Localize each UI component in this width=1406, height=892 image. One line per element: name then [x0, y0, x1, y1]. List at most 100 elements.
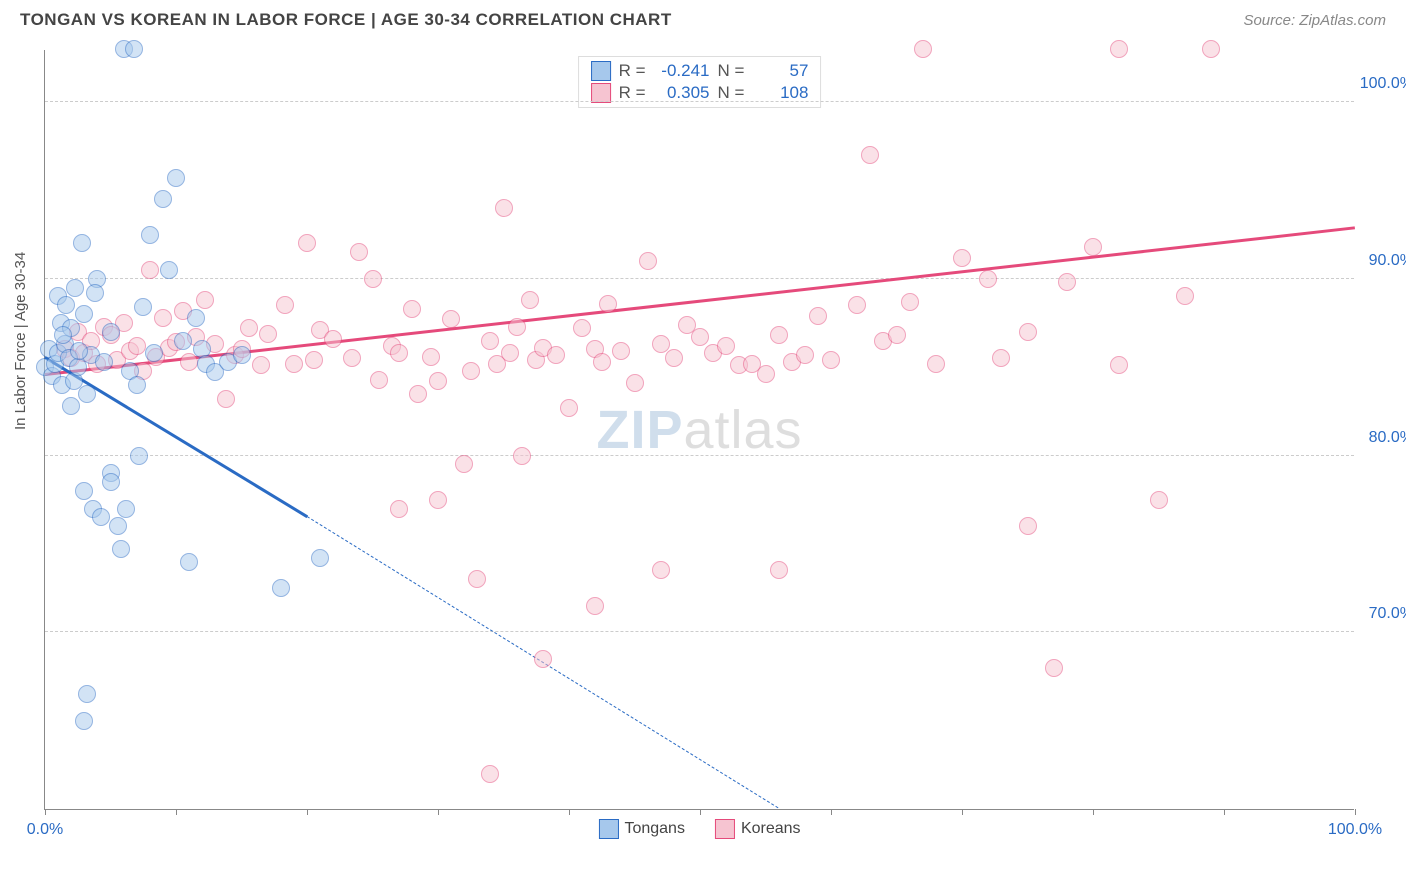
gridline [45, 101, 1354, 102]
data-point-koreans [350, 243, 368, 261]
data-point-koreans [442, 310, 460, 328]
data-point-tongans [125, 40, 143, 58]
data-point-koreans [652, 561, 670, 579]
data-point-koreans [298, 234, 316, 252]
x-tick-label: 100.0% [1328, 821, 1382, 839]
data-point-tongans [70, 342, 88, 360]
data-point-tongans [78, 685, 96, 703]
data-point-koreans [429, 491, 447, 509]
legend-swatch [715, 819, 735, 839]
data-point-tongans [167, 169, 185, 187]
data-point-koreans [364, 270, 382, 288]
x-tick [962, 809, 963, 815]
x-tick [45, 809, 46, 815]
data-point-koreans [513, 447, 531, 465]
data-point-koreans [612, 342, 630, 360]
x-tick [831, 809, 832, 815]
x-tick [307, 809, 308, 815]
legend-row: R =-0.241N =57 [591, 61, 809, 81]
data-point-koreans [217, 390, 235, 408]
x-tick [569, 809, 570, 815]
scatter-chart: ZIPatlas R =-0.241N =57R =0.305N =108 To… [44, 50, 1354, 810]
data-point-koreans [1202, 40, 1220, 58]
data-point-koreans [240, 319, 258, 337]
data-point-koreans [573, 319, 591, 337]
data-point-koreans [953, 249, 971, 267]
data-point-koreans [691, 328, 709, 346]
data-point-koreans [796, 346, 814, 364]
gridline [45, 631, 1354, 632]
data-point-koreans [992, 349, 1010, 367]
data-point-koreans [547, 346, 565, 364]
data-point-tongans [187, 309, 205, 327]
data-point-koreans [534, 650, 552, 668]
data-point-tongans [92, 508, 110, 526]
data-point-koreans [1150, 491, 1168, 509]
data-point-tongans [102, 473, 120, 491]
data-point-koreans [252, 356, 270, 374]
data-point-koreans [1058, 273, 1076, 291]
data-point-tongans [272, 579, 290, 597]
data-point-tongans [160, 261, 178, 279]
y-axis-label: In Labor Force | Age 30-34 [12, 252, 29, 430]
data-point-tongans [75, 482, 93, 500]
data-point-koreans [586, 597, 604, 615]
data-point-tongans [73, 234, 91, 252]
data-point-tongans [54, 326, 72, 344]
data-point-koreans [599, 295, 617, 313]
data-point-tongans [154, 190, 172, 208]
data-point-koreans [521, 291, 539, 309]
data-point-koreans [901, 293, 919, 311]
data-point-koreans [665, 349, 683, 367]
data-point-koreans [979, 270, 997, 288]
data-point-koreans [626, 374, 644, 392]
data-point-tongans [180, 553, 198, 571]
data-point-koreans [403, 300, 421, 318]
data-point-tongans [75, 305, 93, 323]
data-point-koreans [141, 261, 159, 279]
data-point-koreans [305, 351, 323, 369]
data-point-koreans [422, 348, 440, 366]
legend-item: Koreans [715, 819, 801, 839]
gridline [45, 278, 1354, 279]
data-point-koreans [861, 146, 879, 164]
data-point-koreans [848, 296, 866, 314]
data-point-koreans [1019, 323, 1037, 341]
gridline [45, 455, 1354, 456]
data-point-koreans [501, 344, 519, 362]
data-point-koreans [927, 355, 945, 373]
source-label: Source: ZipAtlas.com [1243, 12, 1386, 29]
data-point-tongans [57, 296, 75, 314]
data-point-koreans [1019, 517, 1037, 535]
y-tick-label: 100.0% [1360, 75, 1406, 93]
data-point-tongans [109, 517, 127, 535]
data-point-koreans [390, 344, 408, 362]
data-point-tongans [102, 323, 120, 341]
data-point-koreans [154, 309, 172, 327]
data-point-tongans [141, 226, 159, 244]
data-point-tongans [174, 332, 192, 350]
chart-title: TONGAN VS KOREAN IN LABOR FORCE | AGE 30… [20, 10, 672, 30]
data-point-koreans [128, 337, 146, 355]
data-point-tongans [311, 549, 329, 567]
data-point-koreans [1110, 40, 1128, 58]
x-tick [1093, 809, 1094, 815]
data-point-koreans [560, 399, 578, 417]
data-point-koreans [196, 291, 214, 309]
data-point-tongans [75, 712, 93, 730]
x-tick [700, 809, 701, 815]
data-point-tongans [128, 376, 146, 394]
data-point-koreans [770, 561, 788, 579]
data-point-koreans [481, 332, 499, 350]
data-point-koreans [1176, 287, 1194, 305]
data-point-koreans [481, 765, 499, 783]
data-point-koreans [455, 455, 473, 473]
watermark: ZIPatlas [596, 399, 802, 461]
y-tick-label: 80.0% [1369, 429, 1406, 447]
series-legend: TongansKoreans [598, 819, 800, 839]
data-point-tongans [117, 500, 135, 518]
legend-row: R =0.305N =108 [591, 83, 809, 103]
data-point-tongans [130, 447, 148, 465]
data-point-koreans [285, 355, 303, 373]
y-tick-label: 70.0% [1369, 605, 1406, 623]
